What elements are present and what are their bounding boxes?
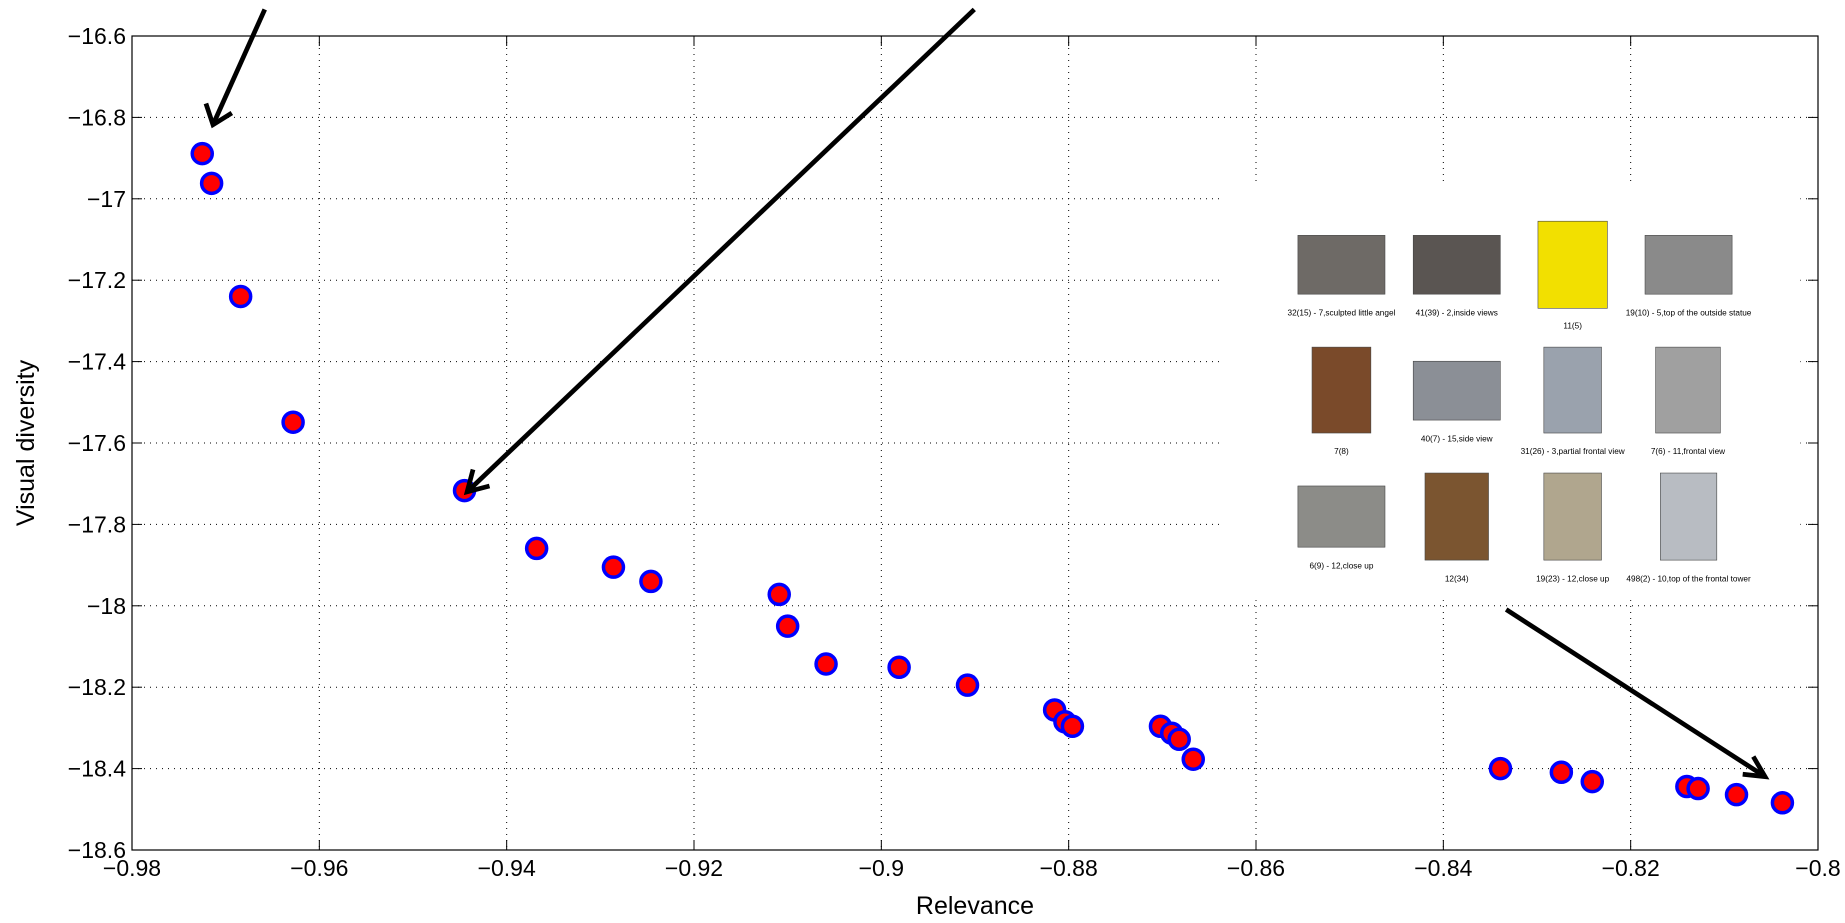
thumbnail-caption: 7(8) [1334, 447, 1349, 456]
x-tick-label: −0.98 [103, 855, 161, 881]
point [601, 555, 626, 579]
y-tick-label: −17.6 [68, 430, 126, 456]
point [1580, 769, 1605, 794]
thumbnail-caption: 19(10) - 5,top of the outside statue [1626, 308, 1752, 317]
point [1549, 760, 1574, 785]
point [1167, 727, 1191, 752]
x-tick-label: −0.92 [665, 855, 723, 881]
x-axis-label: Relevance [916, 892, 1034, 920]
point [887, 655, 911, 680]
x-tick-label: −0.86 [1227, 855, 1285, 881]
point [1770, 791, 1795, 815]
thumbnail [1543, 346, 1602, 434]
thumbnail [1537, 220, 1608, 309]
ticks: −0.98 −0.96 −0.94 −0.92 −0.9 −0.88 −0.86 −0.84 −… [68, 23, 1841, 881]
arrows [203, 7, 1770, 780]
arrow [465, 7, 976, 494]
thumbnail-caption: 31(26) - 3,partial frontal view [1521, 447, 1625, 456]
thumbnail [1424, 472, 1489, 561]
point [1724, 782, 1749, 807]
point [1060, 714, 1085, 739]
y-tick-label: −16.6 [68, 23, 126, 49]
thumbnail-caption: 40(7) - 15,side view [1421, 434, 1493, 443]
x-tick-label: −0.8 [1795, 855, 1840, 881]
y-tick-label: −17.2 [68, 267, 126, 293]
thumbnail [1412, 235, 1501, 295]
y-tick-label: −17 [87, 186, 126, 212]
y-axis-label: Visual diversity [12, 359, 40, 526]
thumbnail [1412, 360, 1501, 421]
point [1488, 756, 1513, 781]
x-tick-label: −0.94 [478, 855, 536, 881]
y-tick-label: −17.8 [68, 511, 126, 537]
x-tick-label: −0.9 [859, 855, 904, 881]
point [1181, 747, 1205, 771]
thumbnail [1297, 235, 1386, 295]
points [190, 141, 1795, 815]
x-tick-label: −0.96 [290, 855, 348, 881]
point [639, 569, 663, 594]
point [814, 652, 838, 676]
thumbnail-caption: 41(39) - 2,inside views [1416, 308, 1498, 317]
y-tick-label: −18.2 [68, 674, 126, 700]
thumbnail [1655, 346, 1721, 434]
point [228, 284, 253, 309]
thumbnail [1644, 235, 1733, 295]
x-tick-label: −0.88 [1040, 855, 1098, 881]
point [955, 673, 980, 697]
thumbnail-caption: 6(9) - 12,close up [1309, 561, 1373, 570]
y-tick-label: −16.8 [68, 104, 126, 130]
point [775, 614, 800, 638]
thumbnail [1297, 485, 1386, 548]
thumbnail [1660, 472, 1718, 561]
thumbnail-panel: 32(15) - 7,sculpted little angel 41(39) -… [1223, 182, 1801, 601]
point [190, 141, 214, 166]
thumbnail [1311, 346, 1372, 434]
arrow [210, 8, 267, 126]
y-tick-label: −18.6 [68, 837, 126, 863]
arrow-head [203, 102, 234, 129]
thumbnail [1543, 472, 1602, 561]
thumbnail-caption: 498(2) - 10,top of the frontal tower [1626, 574, 1751, 583]
thumbnail-caption: 7(6) - 11,frontal view [1651, 447, 1725, 456]
point [767, 582, 791, 607]
point [199, 171, 224, 196]
y-tick-label: −18 [87, 593, 126, 619]
point [1686, 776, 1710, 801]
thumbnail-caption: 12(34) [1445, 574, 1469, 583]
thumbnail-caption: 32(15) - 7,sculpted little angel [1288, 308, 1396, 317]
y-tick-label: −18.4 [68, 756, 126, 782]
arrow [1504, 607, 1767, 779]
x-tick-label: −0.82 [1602, 855, 1660, 881]
thumbnail-caption: 11(5) [1563, 321, 1582, 330]
arrow-head [1742, 755, 1770, 780]
point [281, 410, 305, 434]
point [524, 536, 549, 561]
y-tick-label: −17.4 [68, 349, 126, 375]
thumbnail-caption: 19(23) - 12,close up [1536, 574, 1610, 583]
arrow-head [463, 468, 491, 496]
x-tick-label: −0.84 [1414, 855, 1472, 881]
